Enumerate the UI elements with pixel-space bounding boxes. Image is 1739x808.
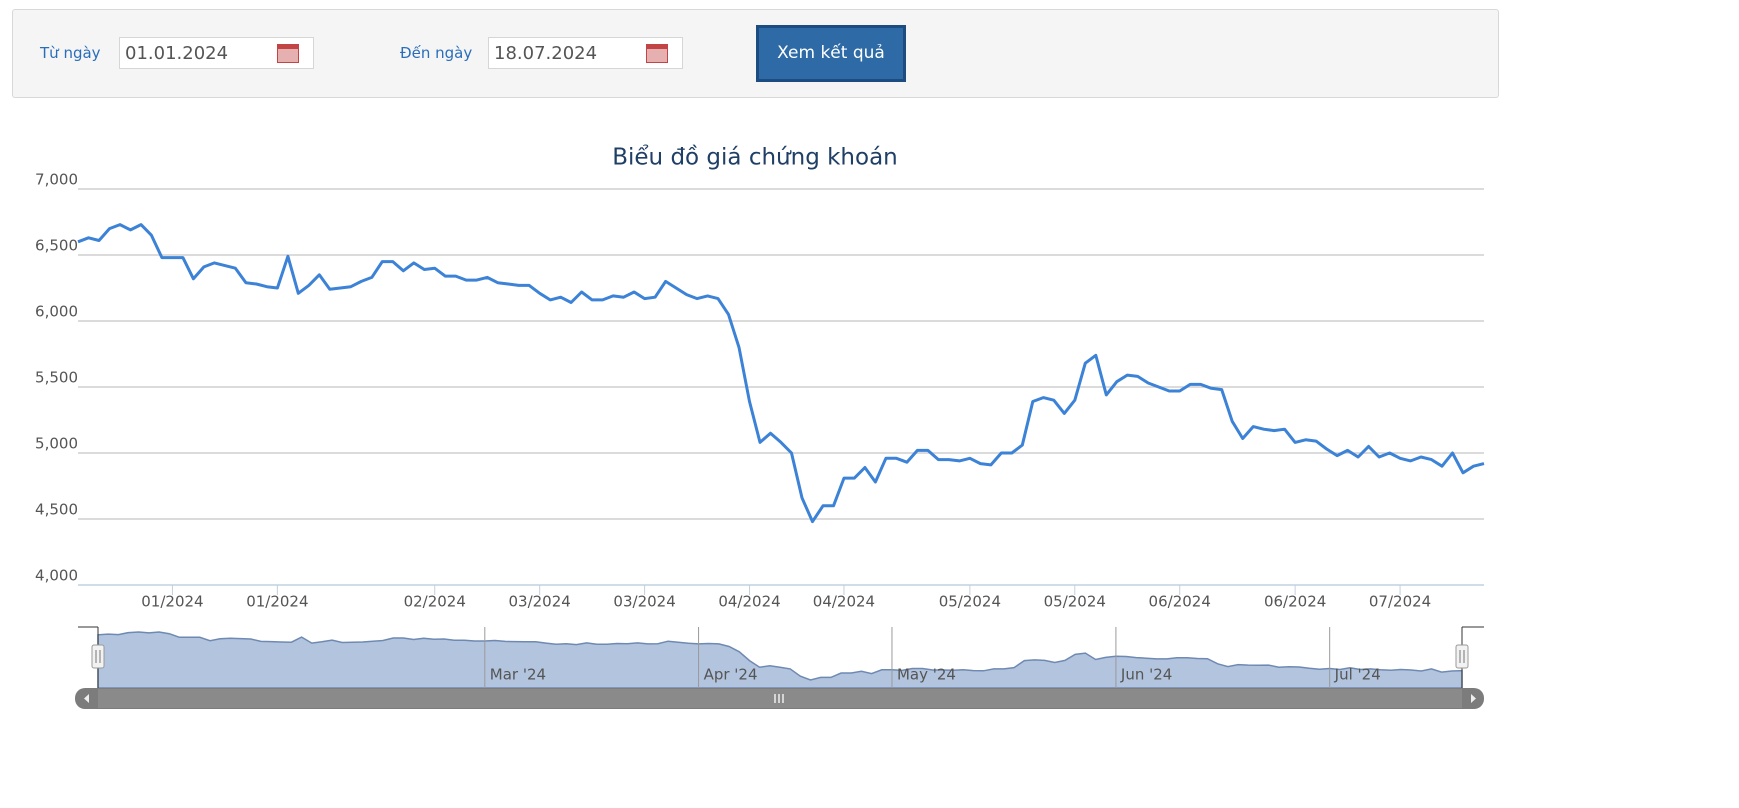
y-tick-label: 5,500 <box>35 369 78 387</box>
y-tick-label: 4,000 <box>35 567 78 585</box>
x-tick-label: 05/2024 <box>939 593 1001 611</box>
navigator-handle[interactable] <box>1455 644 1469 669</box>
x-tick-label: 06/2024 <box>1149 593 1211 611</box>
navigator-label: Jun '24 <box>1120 666 1172 684</box>
to-value: 18.07.2024 <box>494 43 598 64</box>
y-tick-label: 7,000 <box>35 171 78 189</box>
x-tick-label: 03/2024 <box>613 593 675 611</box>
scrollbar-thumb[interactable] <box>98 689 1462 708</box>
navigator-handle[interactable] <box>91 644 105 669</box>
date-form: Từ ngày 01.01.2024 Đến ngày 18.07.2024 X… <box>12 9 1499 98</box>
x-tick-label: 01/2024 <box>141 593 203 611</box>
navigator-area <box>97 631 1463 689</box>
x-tick-label: 01/2024 <box>246 593 308 611</box>
from-input[interactable]: 01.01.2024 <box>119 37 314 69</box>
y-tick-label: 6,500 <box>35 237 78 255</box>
navigator-label: Jul '24 <box>1334 666 1381 684</box>
y-tick-label: 4,500 <box>35 501 78 519</box>
x-tick-label: 02/2024 <box>404 593 466 611</box>
chart-title: Biểu đồ giá chứng khoán <box>612 145 898 171</box>
x-tick-label: 03/2024 <box>509 593 571 611</box>
scroll-arrow-right <box>1471 694 1476 703</box>
y-tick-label: 5,000 <box>35 435 78 453</box>
price-line <box>77 223 1485 524</box>
x-tick-label: 05/2024 <box>1044 593 1106 611</box>
navigator-label: Apr '24 <box>704 666 758 684</box>
calendar-icon[interactable] <box>277 44 299 63</box>
calendar-icon[interactable] <box>646 44 668 63</box>
to-input[interactable]: 18.07.2024 <box>488 37 683 69</box>
navigator-label: May '24 <box>897 666 956 684</box>
x-tick-label: 04/2024 <box>718 593 780 611</box>
y-tick-label: 6,000 <box>35 303 78 321</box>
submit-button[interactable]: Xem kết quả <box>756 25 906 82</box>
scroll-arrow-left <box>84 694 89 703</box>
x-tick-label: 06/2024 <box>1264 593 1326 611</box>
navigator-label: Mar '24 <box>490 666 546 684</box>
to-label: Đến ngày <box>400 44 473 62</box>
from-label: Từ ngày <box>40 44 101 62</box>
x-tick-label: 04/2024 <box>813 593 875 611</box>
from-value: 01.01.2024 <box>125 43 229 64</box>
x-tick-label: 07/2024 <box>1369 593 1431 611</box>
